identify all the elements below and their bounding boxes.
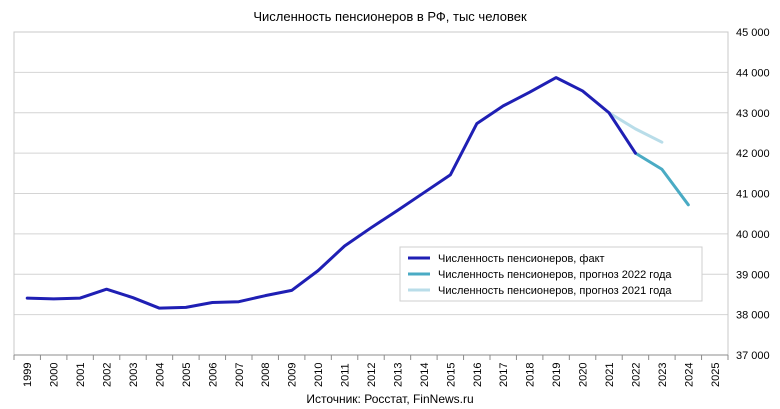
series-line-1	[633, 151, 690, 207]
x-tick-label: 2006	[207, 363, 219, 387]
x-tick-label: 2014	[419, 363, 431, 387]
legend-box	[399, 246, 703, 302]
legend-label: Численность пенсионеров, прогноз 2021 го…	[438, 285, 672, 297]
x-tick-label: 2022	[630, 363, 642, 387]
x-tick-label: 2025	[710, 363, 722, 387]
x-tick-label: 2000	[49, 363, 61, 387]
x-tick-label: 2024	[683, 363, 695, 387]
y-tick-label: 45 000	[736, 27, 770, 39]
x-tick-label: 2016	[472, 363, 484, 387]
x-tick-label: 2021	[604, 363, 616, 387]
x-tick-label: 2005	[181, 363, 193, 387]
legend: Численность пенсионеров, факт Численность…	[399, 246, 703, 302]
x-tick-label: 2010	[313, 363, 325, 387]
series-lines	[25, 76, 690, 310]
x-tick-label: 2017	[498, 363, 510, 387]
x-tick-label: 2003	[128, 363, 140, 387]
x-tick-label: 2013	[392, 363, 404, 387]
series-line-0	[25, 76, 637, 310]
x-tick-label: 2015	[445, 363, 457, 387]
x-tick-label: 2001	[75, 363, 87, 387]
chart-title: Численность пенсионеров в РФ, тыс челове…	[253, 9, 527, 24]
axes: 37 000 38 000 39 000 40 000 41 000 42 000 43 0…	[13, 27, 770, 387]
x-tick-label: 2002	[102, 363, 114, 387]
x-tick-label: 2004	[154, 363, 166, 387]
x-tick-label: 2019	[551, 363, 563, 387]
grid	[14, 31, 728, 356]
y-tick-label: 43 000	[736, 108, 770, 120]
y-tick-label: 42 000	[736, 148, 770, 160]
x-tick-label: 1999	[22, 363, 34, 387]
legend-label: Численность пенсионеров, факт	[438, 253, 605, 265]
x-tick-label: 2007	[234, 363, 246, 387]
y-tick-label: 37 000	[736, 350, 770, 362]
y-tick-label: 39 000	[736, 269, 770, 281]
x-tick-label: 2012	[366, 363, 378, 387]
x-tick-label: 2008	[260, 363, 272, 387]
y-tick-label: 38 000	[736, 310, 770, 322]
y-tick-label: 41 000	[736, 189, 770, 201]
x-tick-label: 2009	[287, 363, 299, 387]
x-tick-label: 2018	[525, 363, 537, 387]
x-tick-label: 2020	[578, 363, 590, 387]
x-tick-label: 2023	[657, 363, 669, 387]
chart-source: Источник: Росстат, FinNews.ru	[306, 392, 473, 406]
y-tick-label: 44 000	[736, 67, 770, 79]
legend-label: Численность пенсионеров, прогноз 2022 го…	[438, 269, 672, 281]
y-tick-label: 40 000	[736, 229, 770, 241]
x-tick-label: 2011	[340, 363, 352, 387]
